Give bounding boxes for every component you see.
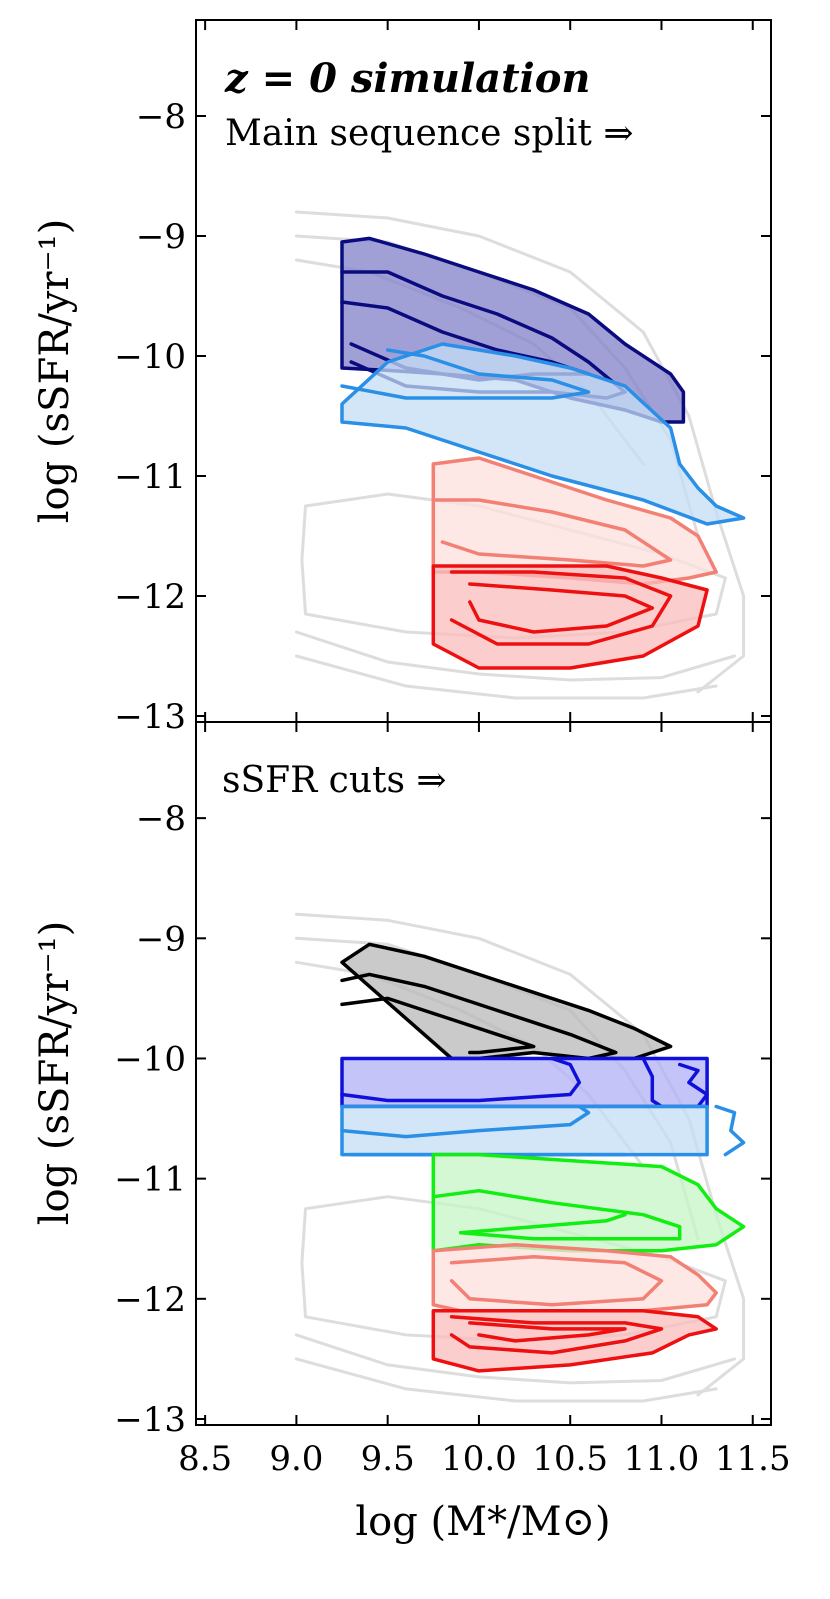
- top-contour-4-2: [468, 582, 655, 634]
- bottom-contour-0-4: [294, 1333, 736, 1385]
- top-ytick-label-0: −8: [136, 97, 186, 137]
- top-series-4: [431, 564, 709, 670]
- top-ytick-label-5: −13: [114, 697, 186, 737]
- bottom-series-3: [340, 1104, 746, 1157]
- bottom-contour-6-2: [468, 1321, 627, 1343]
- xtick-label-5: 11.0: [624, 1439, 700, 1479]
- bottom-contour-4-0: [431, 1152, 746, 1253]
- bottom-contour-0-5: [294, 1357, 718, 1403]
- bottom-ytick-label-5: −13: [114, 1400, 186, 1440]
- bottom-contour-5-1: [449, 1255, 664, 1307]
- bottom-y-axis-label: log (sSFR/yr⁻¹): [32, 921, 78, 1226]
- xtick-label-1: 9.0: [269, 1439, 323, 1479]
- top-ytick-label-3: −11: [114, 457, 186, 497]
- x-axis-label: log (M*/M⊙): [355, 1499, 610, 1545]
- bottom-contour-4-2: [458, 1212, 627, 1235]
- bottom-frame: [195, 721, 772, 1426]
- bottom-ytick-label-3: −11: [114, 1160, 186, 1200]
- panel-top: −8 −9 −10 −11 −12 −13 z = 0 simulation Main s…: [32, 19, 772, 737]
- bottom-series-5: [431, 1242, 718, 1313]
- bottom-contour-3-2: [714, 1104, 746, 1157]
- top-panel-subtitle: Main sequence split ⇒: [225, 113, 634, 154]
- top-contour-4-1: [449, 570, 673, 646]
- bottom-ytick-label-0: −8: [136, 799, 186, 839]
- bottom-contour-4-1: [431, 1188, 682, 1241]
- bottom-contour-2-3: [677, 1062, 709, 1109]
- top-ytick-label-1: −9: [136, 217, 186, 257]
- bottom-series-2: [340, 1056, 709, 1109]
- top-plot-area: [294, 210, 746, 700]
- top-ytick-label-2: −10: [114, 337, 186, 377]
- bottom-contour-2-1: [340, 1056, 582, 1103]
- bottom-plot-area: [294, 912, 746, 1403]
- top-y-axis-label: log (sSFR/yr⁻¹): [32, 219, 78, 524]
- x-axis: 8.5 9.0 9.5 10.0 10.5 11.0 11.5: [178, 1439, 791, 1479]
- top-panel-title: z = 0 simulation: [224, 55, 591, 102]
- bottom-contour-1-2: [340, 996, 536, 1055]
- top-contour-4-0: [431, 564, 709, 670]
- bottom-contour-3-1: [340, 1104, 591, 1139]
- top-y-axis: −8 −9 −10 −11 −12 −13: [114, 20, 771, 737]
- bottom-panel-title: sSFR cuts ⇒: [222, 760, 447, 801]
- bottom-ytick-label-4: −12: [114, 1280, 186, 1320]
- xtick-label-4: 10.5: [532, 1439, 608, 1479]
- xtick-label-2: 9.5: [361, 1439, 415, 1479]
- bottom-y-axis: −8 −9 −10 −11 −12 −13: [114, 722, 771, 1440]
- bottom-contour-1-1: [340, 972, 618, 1061]
- xtick-label-0: 8.5: [178, 1439, 232, 1479]
- bottom-contour-2-2: [641, 1056, 664, 1109]
- xtick-label-6: 11.5: [715, 1439, 791, 1479]
- top-contour-2-0: [340, 342, 746, 526]
- bottom-ytick-label-2: −10: [114, 1039, 186, 1079]
- top-ytick-label-4: −12: [114, 577, 186, 617]
- xtick-label-3: 10.0: [441, 1439, 517, 1479]
- bottom-series-6: [431, 1309, 718, 1373]
- top-contour-3-1: [431, 498, 673, 568]
- bottom-contour-3-0: [340, 1104, 709, 1157]
- bottom-series-1: [340, 942, 673, 1061]
- bottom-series-4: [431, 1152, 746, 1253]
- top-contour-0-5: [294, 654, 718, 700]
- top-series-2: [340, 342, 746, 526]
- bottom-ytick-label-1: −9: [136, 919, 186, 959]
- top-contour-0-4: [294, 630, 736, 682]
- bottom-contour-6-1: [449, 1315, 664, 1355]
- panel-bottom: −8 −9 −10 −11 −12 −13 sSFR cuts ⇒ log (sSFR/y…: [32, 721, 772, 1440]
- top-contour-2-1: [340, 348, 591, 400]
